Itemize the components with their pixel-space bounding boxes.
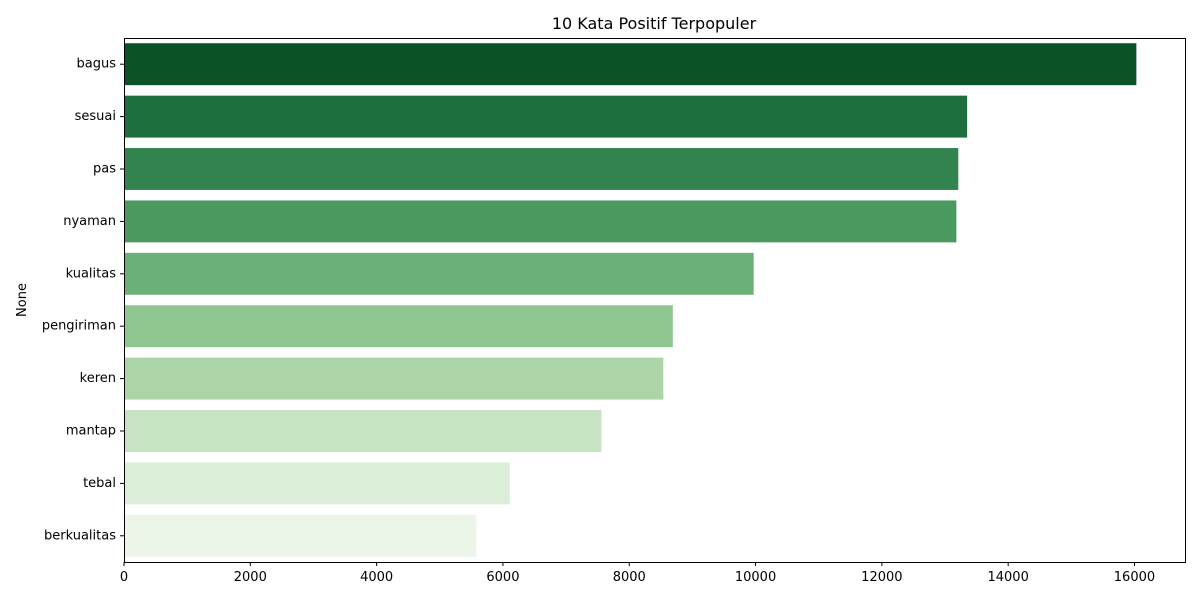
chart-title: 10 Kata Positif Terpopuler <box>552 14 757 33</box>
bar-pas <box>124 148 959 190</box>
x-tick-label: 4000 <box>360 570 393 585</box>
bar-nyaman <box>124 200 957 243</box>
y-tick-label: kualitas <box>66 266 117 281</box>
bar-bagus <box>124 43 1137 86</box>
x-tick-label: 10000 <box>735 570 776 585</box>
x-tick-label: 6000 <box>486 570 519 585</box>
bar-berkualitas <box>124 514 477 557</box>
x-ticks-group: 0 2000 4000 6000 8000 10000 12000 14000 16000 <box>120 562 1155 585</box>
x-tick-label: 14000 <box>987 570 1028 585</box>
y-tick-label: sesuai <box>75 109 116 124</box>
bar-keren <box>124 357 664 400</box>
y-tick-label: pengiriman <box>42 319 116 334</box>
y-tick-label: nyaman <box>63 214 116 229</box>
axes-frame <box>124 38 1186 563</box>
bar-sesuai <box>124 95 968 138</box>
y-axis-label: None <box>15 283 30 317</box>
y-tick-label: pas <box>93 162 116 177</box>
y-tick-label: bagus <box>77 57 117 72</box>
x-tick-label: 0 <box>120 570 128 585</box>
y-tick-label: keren <box>80 371 116 386</box>
y-tick-label: mantap <box>66 424 116 439</box>
x-tick-label: 16000 <box>1114 570 1155 585</box>
x-tick-label: 2000 <box>234 570 267 585</box>
x-tick-label: 12000 <box>861 570 902 585</box>
y-ticks-group: bagus sesuai pas nyaman kualitas pengiriman ke… <box>42 57 124 543</box>
bar-kualitas <box>124 252 754 295</box>
bar-tebal <box>124 462 510 505</box>
bars-group <box>124 43 1137 557</box>
y-tick-label: tebal <box>83 476 116 491</box>
x-tick-label: 8000 <box>613 570 646 585</box>
bar-mantap <box>124 410 602 452</box>
y-tick-label: berkualitas <box>44 528 116 543</box>
bar-pengiriman <box>124 305 673 348</box>
